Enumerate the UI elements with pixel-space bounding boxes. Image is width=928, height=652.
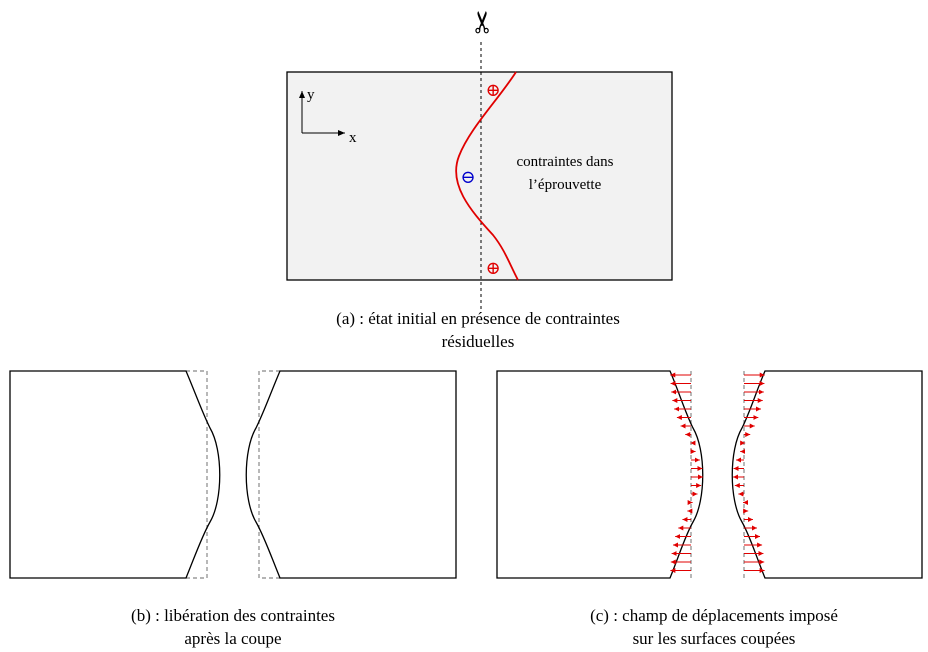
displaced-half-left <box>496 370 704 579</box>
caption-c-line2: sur les surfaces coupées <box>633 629 796 648</box>
dashed-outline-left <box>186 370 208 579</box>
displacement-arrows-right <box>733 372 765 573</box>
panel-c: (c) : champ de déplacements imposé sur l… <box>496 370 923 648</box>
scissors-icon: ✂ <box>467 9 500 34</box>
panel-b: (b) : libération des contraintes après l… <box>9 370 457 648</box>
caption-c-line1: (c) : champ de déplacements imposé <box>590 606 838 625</box>
dashed-outline-right <box>258 370 280 579</box>
y-axis-label: y <box>307 87 315 103</box>
x-axis-label: x <box>349 130 357 146</box>
caption-b-line2: après la coupe <box>184 629 281 648</box>
displaced-half-right <box>731 370 923 579</box>
stress-label-line2: l’éprouvette <box>529 177 602 193</box>
plus-sign-bottom: ⊕ <box>485 258 500 278</box>
minus-sign: ⊖ <box>460 167 475 187</box>
plus-sign-top: ⊕ <box>485 80 500 100</box>
panel-a: ✂ ⊕ ⊖ ⊕ contraintes dans l’éprouvette y … <box>286 9 673 351</box>
caption-a-line2: résiduelles <box>442 332 515 351</box>
caption-a-line1: (a) : état initial en présence de contra… <box>336 309 620 328</box>
displacement-arrows-left <box>670 372 703 573</box>
deformed-half-right <box>245 370 457 579</box>
stress-label-line1: contraintes dans <box>516 154 613 170</box>
deformed-half-left <box>9 370 221 579</box>
caption-b-line1: (b) : libération des contraintes <box>131 606 335 625</box>
specimen-rect <box>286 71 673 281</box>
stress-curve <box>455 71 519 281</box>
